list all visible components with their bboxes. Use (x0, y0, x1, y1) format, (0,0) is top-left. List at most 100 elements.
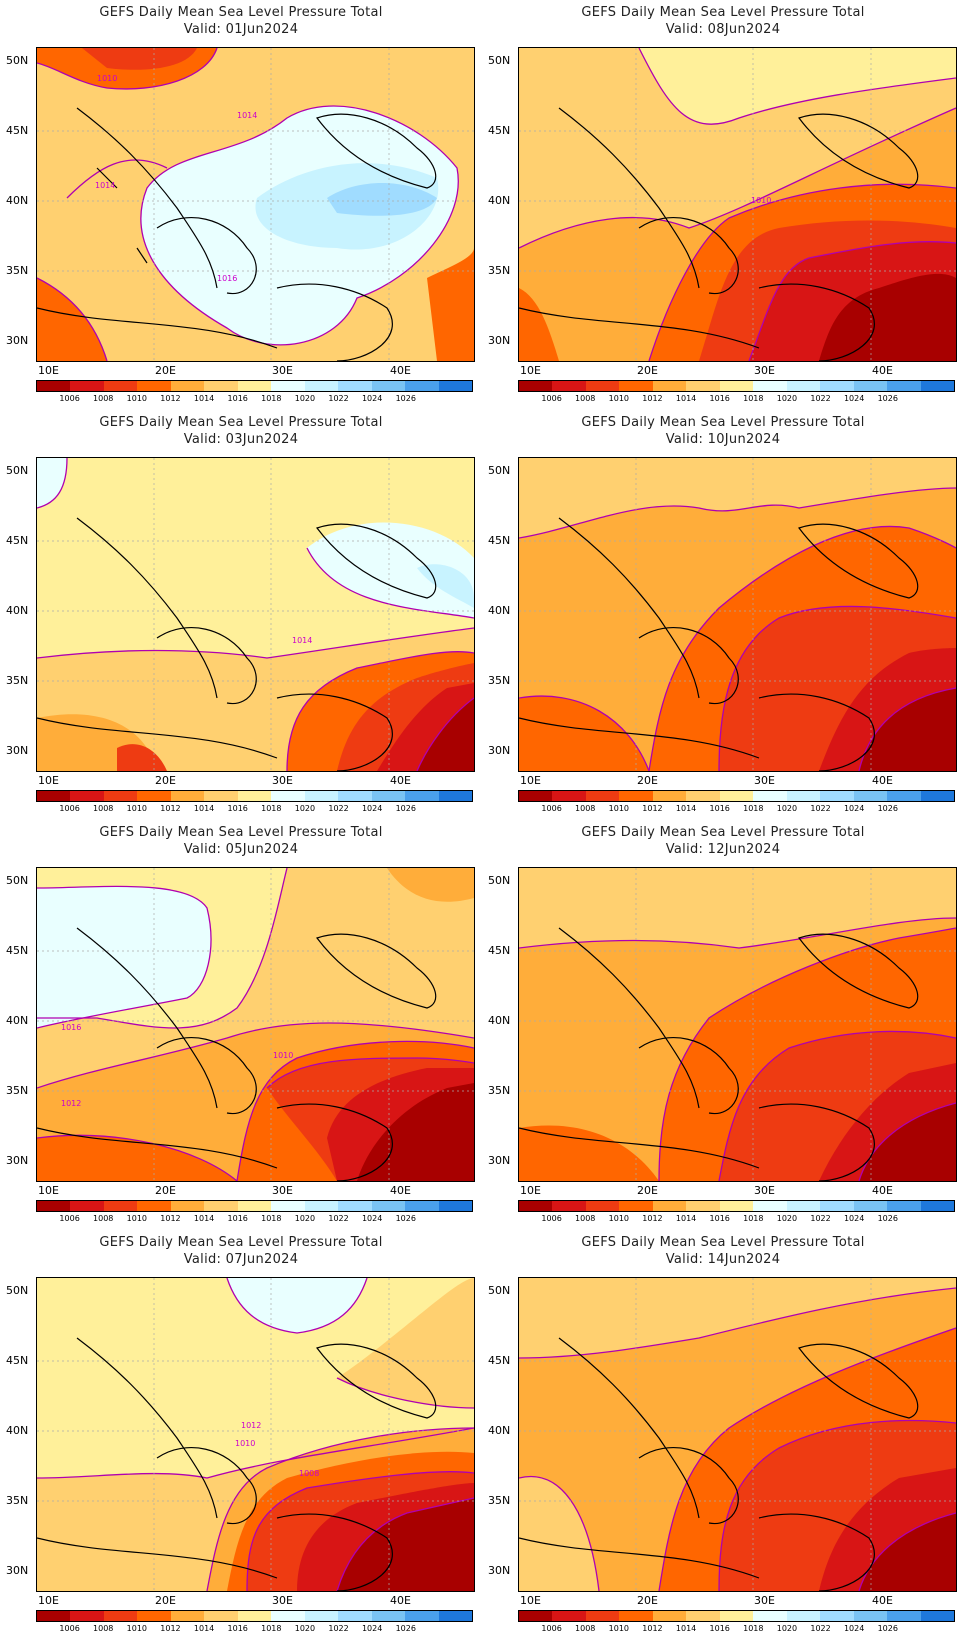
colorbar-swatch (519, 791, 553, 801)
colorbar-label: 1018 (743, 804, 764, 813)
panel-valid-date: Valid: 10Jun2024 (665, 432, 781, 447)
colorbar-label: 1008 (93, 1624, 114, 1633)
lat-label: 45N (488, 534, 511, 547)
colorbar-label: 1022 (810, 1214, 831, 1223)
colorbar-swatch (619, 381, 653, 391)
map-area: 1012 1010 1008 (36, 1277, 475, 1592)
colorbar-swatch (686, 1611, 720, 1621)
colorbar-swatch (820, 1611, 854, 1621)
gridlines (37, 48, 474, 361)
colorbar-label: 1020 (776, 1624, 798, 1633)
colorbar-swatch (719, 1201, 754, 1211)
pressure-map (519, 458, 956, 771)
colorbar-label: 1008 (93, 1214, 114, 1223)
colorbar-label: 1008 (575, 394, 596, 403)
colorbar-swatch (853, 791, 888, 801)
colorbar-swatch (920, 1201, 955, 1211)
colorbar-label: 1006 (541, 1214, 562, 1223)
colorbar-label: 1012 (160, 394, 181, 403)
isobar-label: 1014 (237, 111, 257, 120)
pressure-map: 1010 1014 1014 1016 (37, 48, 474, 361)
colorbar-label: 1014 (675, 804, 697, 813)
colorbar-swatch (137, 791, 171, 801)
colorbar-swatch (786, 1611, 821, 1621)
colorbar-label: 1018 (743, 1214, 764, 1223)
colorbar-label: 1026 (877, 394, 898, 403)
pressure-map: 1010 (519, 48, 956, 361)
lon-label: 40E (872, 774, 893, 787)
colorbar-swatch (753, 1611, 787, 1621)
low-region (82, 48, 197, 70)
colorbar-swatch (371, 1201, 406, 1211)
colorbar-swatch (920, 381, 955, 391)
colorbar-swatch (519, 381, 553, 391)
colorbar-label: 1018 (261, 394, 282, 403)
colorbar-label: 1018 (261, 1214, 282, 1223)
colorbar-label: 1014 (193, 1624, 215, 1633)
colorbar-label: 1016 (227, 1214, 248, 1223)
lon-label: 40E (872, 1594, 893, 1607)
colorbar-label: 1018 (261, 1624, 282, 1633)
panel-valid-date: Valid: 05Jun2024 (183, 842, 299, 857)
colorbar-swatch (920, 791, 955, 801)
lat-label: 40N (6, 1424, 29, 1437)
colorbar-label: 1008 (93, 804, 114, 813)
colorbar-label: 1024 (843, 1624, 865, 1633)
isobar-label: 1010 (273, 1051, 293, 1060)
colorbar-swatch (438, 1611, 473, 1621)
colorbar-label: 1016 (709, 804, 730, 813)
colorbar-swatch (170, 381, 205, 391)
colorbar-swatch (686, 1201, 720, 1211)
colorbar-label: 1014 (193, 394, 215, 403)
colorbar-label: 1010 (608, 394, 630, 403)
colorbar-swatch (371, 1611, 406, 1621)
colorbar-label: 1016 (709, 394, 730, 403)
lat-label: 30N (488, 334, 511, 347)
colorbar-label: 1024 (843, 394, 865, 403)
lon-label: 30E (272, 364, 293, 377)
colorbar-swatch (405, 381, 439, 391)
colorbar-label: 1024 (361, 394, 383, 403)
lon-label: 20E (637, 774, 658, 787)
isobar-label: 1012 (241, 1421, 261, 1430)
colorbar (36, 790, 473, 802)
panel-valid-date: Valid: 08Jun2024 (665, 22, 781, 37)
colorbar-label: 1022 (328, 1214, 349, 1223)
colorbar-label: 1020 (776, 804, 798, 813)
colorbar-label: 1008 (93, 394, 114, 403)
colorbar-label: 1022 (810, 1624, 831, 1633)
colorbar-label: 1012 (642, 804, 663, 813)
isobars (37, 48, 459, 361)
colorbar-swatch (887, 791, 921, 801)
lat-label: 45N (6, 124, 29, 137)
lat-label: 35N (488, 674, 511, 687)
colorbar-swatch (103, 1611, 138, 1621)
colorbar-label: 1010 (126, 1624, 148, 1633)
colorbar-label: 1018 (743, 1624, 764, 1633)
lat-label: 50N (6, 464, 29, 477)
pressure-map: 1016 1010 1012 (37, 868, 474, 1181)
lon-label: 30E (754, 364, 775, 377)
colorbar-label: 1014 (675, 394, 697, 403)
colorbar-swatch (204, 1611, 238, 1621)
panel-title: GEFS Daily Mean Sea Level Pressure Total (99, 415, 383, 430)
lon-label: 10E (38, 774, 59, 787)
lon-label: 40E (390, 774, 411, 787)
lat-label: 50N (6, 54, 29, 67)
lon-label: 10E (520, 774, 541, 787)
isobar-label: 1016 (61, 1023, 81, 1032)
lat-label: 35N (6, 674, 29, 687)
lon-label: 40E (390, 1184, 411, 1197)
colorbar-swatch (853, 381, 888, 391)
colorbar-swatch (338, 1201, 372, 1211)
isobar-label: 1014 (95, 181, 115, 190)
colorbar-swatch (170, 791, 205, 801)
lat-label: 30N (6, 334, 29, 347)
lat-label: 30N (6, 1564, 29, 1577)
colorbar-swatch (70, 1611, 104, 1621)
colorbar-swatch (887, 381, 921, 391)
colorbar-swatch (405, 791, 439, 801)
lat-label: 35N (6, 264, 29, 277)
colorbar-label: 1010 (126, 394, 148, 403)
lat-label: 35N (488, 264, 511, 277)
